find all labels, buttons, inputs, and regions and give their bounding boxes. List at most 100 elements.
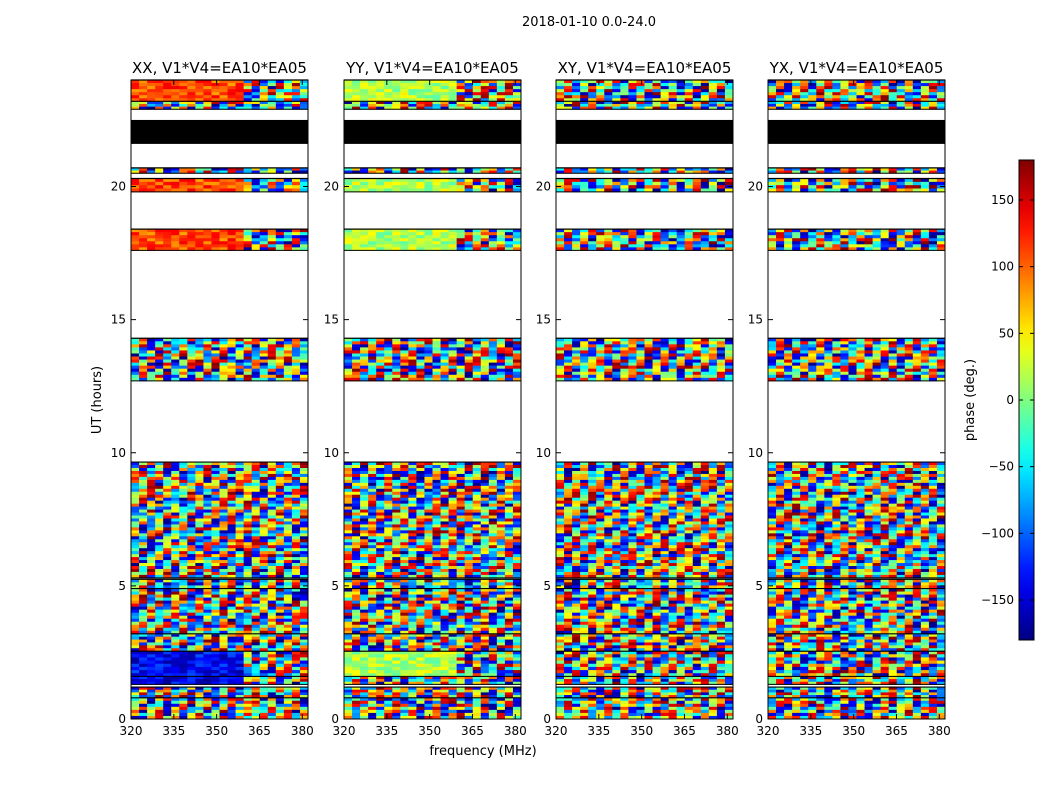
heat-cell	[472, 639, 482, 643]
heat-cell	[376, 712, 385, 717]
heat-cell	[424, 350, 433, 354]
heat-cell	[227, 557, 236, 561]
heat-cell	[299, 509, 309, 513]
heat-cell	[368, 465, 377, 469]
heat-cell	[512, 606, 522, 611]
heat-cell	[267, 673, 277, 677]
heat-cell	[448, 374, 458, 379]
heat-cell	[352, 609, 361, 614]
heat-cell	[219, 709, 228, 714]
heat-cell	[283, 636, 293, 640]
heat-cell	[496, 341, 506, 345]
heat-cell	[384, 636, 393, 640]
heat-cell	[400, 476, 409, 481]
heat-cell	[352, 689, 361, 693]
heat-cell	[187, 627, 196, 632]
heat-cell	[131, 338, 140, 342]
heat-cell	[472, 545, 482, 549]
heat-cell	[456, 633, 466, 638]
heat-cell	[504, 527, 514, 531]
heat-cell	[400, 618, 409, 623]
heat-cell	[456, 356, 466, 360]
heat-cell	[472, 645, 482, 649]
heat-cell	[195, 80, 204, 84]
heat-cell	[488, 630, 498, 635]
heat-cell	[392, 606, 401, 611]
heat-cell	[344, 606, 353, 611]
heat-cell	[227, 687, 236, 691]
heat-cell	[235, 654, 245, 658]
heat-cell	[203, 344, 212, 348]
heat-cell	[416, 673, 425, 677]
heat-cell	[139, 503, 148, 508]
heat-cell	[504, 673, 514, 677]
heat-cell	[416, 594, 425, 598]
heat-cell	[243, 585, 253, 589]
heat-cell	[424, 563, 433, 567]
heat-cell	[139, 494, 148, 499]
heat-cell	[424, 609, 433, 614]
heat-cell	[275, 521, 285, 525]
heat-cell	[147, 557, 156, 561]
heat-cell	[267, 80, 277, 84]
heat-cell	[251, 347, 261, 351]
heat-cell	[267, 588, 277, 592]
heat-cell	[368, 636, 377, 640]
heat-cell	[235, 660, 245, 665]
heat-cell	[283, 188, 293, 193]
heat-cell	[448, 648, 458, 652]
heat-cell	[456, 338, 466, 342]
heat-cell	[464, 639, 474, 643]
heat-cell	[416, 624, 425, 629]
heat-cell	[504, 473, 514, 478]
heat-cell	[400, 709, 409, 714]
heat-cell	[155, 347, 164, 351]
heat-cell	[211, 479, 220, 484]
heat-cell	[352, 651, 361, 655]
heat-cell	[344, 551, 353, 555]
heat-cell	[131, 465, 140, 469]
heat-cell	[440, 533, 449, 537]
heat-cell	[139, 167, 148, 171]
heat-cell	[376, 703, 385, 708]
heat-cell	[448, 560, 458, 564]
heat-cell	[267, 715, 277, 720]
heat-cell	[211, 642, 220, 646]
heat-cell	[400, 491, 409, 496]
heat-cell	[235, 247, 245, 251]
heat-cell	[424, 503, 433, 508]
data-band	[131, 578, 309, 590]
heat-cell	[283, 170, 293, 174]
heat-cell	[163, 692, 172, 696]
heat-cell	[291, 95, 301, 99]
heat-cell	[504, 618, 514, 623]
heat-cell	[179, 715, 188, 720]
heat-cell	[432, 651, 441, 655]
heat-cell	[512, 563, 522, 567]
heat-cell	[448, 524, 458, 528]
heat-cell	[480, 663, 490, 668]
heat-cell	[299, 642, 309, 646]
heat-cell	[243, 479, 253, 484]
heat-cell	[187, 89, 196, 93]
heat-cell	[267, 695, 277, 699]
heat-cell	[211, 512, 220, 516]
heat-cell	[203, 482, 212, 487]
heat-cell	[504, 365, 514, 370]
heat-cell	[155, 582, 164, 586]
heat-cell	[416, 479, 425, 484]
heat-cell	[243, 609, 253, 614]
heat-cell	[400, 582, 409, 586]
heat-cell	[235, 579, 245, 583]
heat-cell	[392, 488, 401, 493]
heat-cell	[496, 609, 506, 614]
heat-cell	[235, 621, 245, 626]
heat-cell	[163, 621, 172, 626]
heat-cell	[488, 353, 498, 357]
heat-cell	[408, 588, 417, 592]
heat-cell	[400, 350, 409, 354]
heat-cell	[360, 627, 369, 632]
heat-cell	[227, 101, 236, 105]
heat-cell	[352, 566, 361, 570]
heat-cell	[155, 512, 164, 516]
